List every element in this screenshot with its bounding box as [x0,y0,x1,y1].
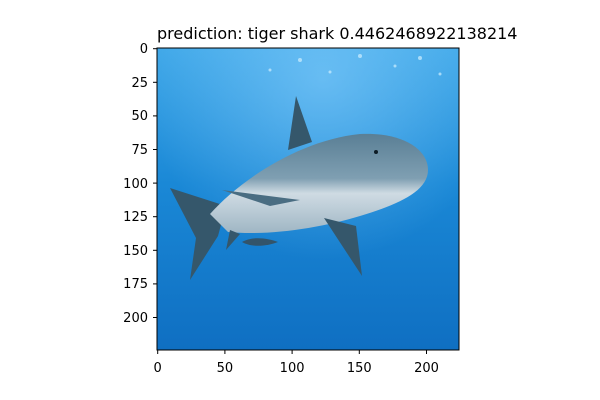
x-axis: 0 50 100 150 200 [154,350,439,376]
remora-fish [242,238,278,246]
y-tick-label: 175 [123,277,148,292]
shark-body [210,133,428,234]
axes-frame [156,47,460,351]
y-tick-label: 150 [123,244,148,259]
shark-image [157,48,459,350]
shark [170,96,428,280]
y-tick-label: 50 [131,109,148,124]
x-tick-label: 150 [347,361,372,376]
shark-tail [170,188,226,280]
y-tick-label: 200 [123,311,148,326]
plot-title: prediction: tiger shark 0.44624689221382… [157,24,518,43]
bubbles [268,54,442,76]
y-axis: 0 25 50 75 100 125 150 175 200 [123,42,157,326]
shark-pectoral-fin [324,218,362,276]
y-tick-label: 125 [123,210,148,225]
x-tick-label: 200 [414,361,439,376]
shark-dorsal-fin [288,96,312,150]
shark-eye [374,150,378,154]
shark-side-fin [222,190,300,206]
x-tick-label: 50 [217,361,234,376]
y-tick-label: 100 [123,177,148,192]
x-tick-label: 0 [154,361,162,376]
x-tick-label: 100 [280,361,305,376]
y-tick-label: 75 [131,143,148,158]
y-tick-label: 25 [131,76,148,91]
y-tick-label: 0 [140,42,148,57]
